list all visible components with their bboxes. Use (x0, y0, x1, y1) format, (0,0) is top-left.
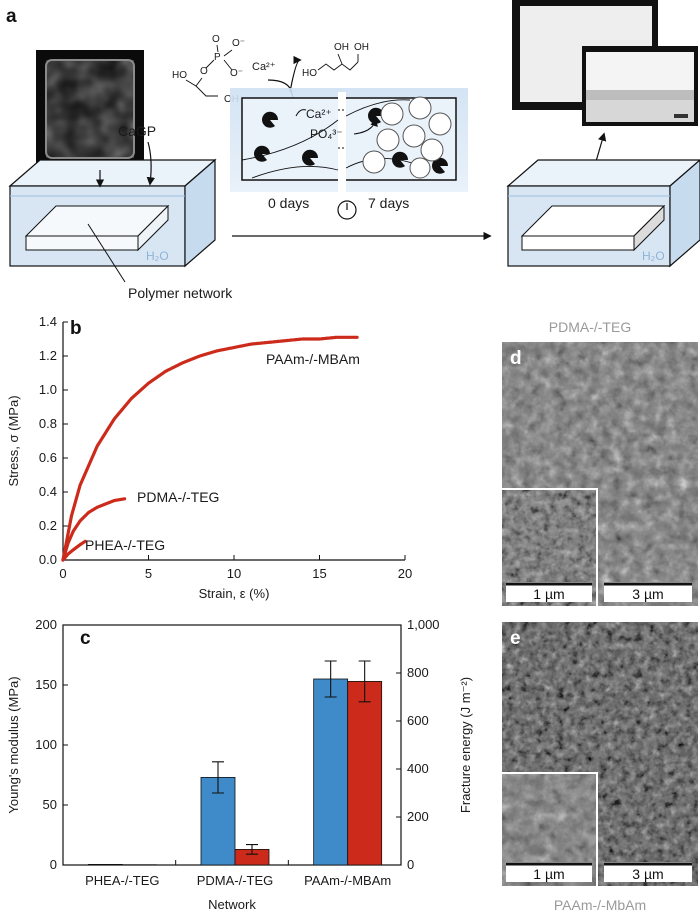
y-right-tick-label: 1,000 (407, 617, 440, 632)
clock-icon (337, 200, 357, 220)
panel-d: PDMA-/-TEG d 1 µm 3 µm (502, 319, 698, 606)
x-tick-label: 5 (145, 566, 152, 581)
category-label: PHEA-/-TEG (85, 873, 159, 888)
svg-text:3 µm: 3 µm (632, 586, 663, 602)
y-left-tick-label: 0 (50, 857, 57, 872)
glycerol-molecule: HO OH OH (302, 42, 369, 79)
arrow-cagp (146, 141, 156, 186)
left-tank: H₂O (8, 158, 217, 268)
y-left-tick-label: 200 (35, 617, 57, 632)
water-label-left: H₂O (146, 249, 169, 263)
panel-a: a H₂O CaGP Polymer network O O⁻ O⁻ (6, 0, 700, 301)
svg-text:O: O (212, 34, 220, 45)
ca-in-box-label: Ca²⁺ (306, 107, 332, 121)
gel-photo (36, 50, 144, 168)
y-tick-label: 0.8 (39, 416, 57, 431)
error-bar-fracture-energy (246, 844, 258, 855)
svg-text:HO: HO (172, 70, 187, 81)
curve-label-paam: PAAm-/-MBAm (266, 351, 360, 367)
bar-fracture-energy (347, 681, 383, 866)
panel-c-bars (87, 660, 383, 866)
y-left-tick-label: 50 (43, 797, 57, 812)
y-right-tick-label: 400 (407, 761, 429, 776)
y-tick-label: 1.2 (39, 348, 57, 363)
right-tank: H₂O (506, 159, 700, 268)
panel-c-letter: c (80, 628, 91, 649)
curve-phea-teg (61, 539, 87, 562)
svg-text:1 µm: 1 µm (533, 586, 564, 602)
x-tick-label: 0 (59, 566, 66, 581)
ca-ion-label: Ca²⁺ (252, 61, 276, 73)
panel-c-ylabel-right: Fracture energy (J m⁻²) (458, 677, 473, 813)
panel-e-title: PAAm-/-MbAm (554, 897, 646, 913)
curve-pdma-teg (61, 497, 127, 562)
svg-text:3 µm: 3 µm (632, 866, 663, 882)
curve-label-phea: PHEA-/-TEG (85, 537, 165, 553)
svg-text:OH: OH (334, 42, 349, 53)
panel-b-curves (61, 335, 359, 562)
error-bar-modulus (324, 660, 337, 698)
panel-e: e 1 µm 3 µm PAAm-/-MbAm (502, 622, 698, 913)
panel-c-ticks: 0 50 100 150 200 0 200 400 600 800 1,000 PHEA-/-TEG… (35, 617, 439, 888)
curve-paam-mbam (61, 335, 359, 562)
error-bar-modulus (212, 761, 224, 794)
po4-label: PO₄³⁻ (310, 127, 343, 141)
svg-text:OH: OH (354, 42, 369, 53)
y-right-tick-label: 200 (407, 809, 429, 824)
x-tick-label: 20 (398, 566, 412, 581)
cagp-molecule: O O⁻ O⁻ P O HO OH Ca²⁺ (172, 34, 276, 105)
water-label-right: H₂O (642, 249, 665, 263)
error-bar-fracture-energy (358, 660, 371, 703)
curve-label-pdma: PDMA-/-TEG (137, 489, 219, 505)
category-label: PAAm-/-MBAm (304, 873, 391, 888)
panel-d-letter: d (510, 348, 522, 369)
cagp-label: CaGP (118, 123, 156, 139)
day0-label: 0 days (268, 195, 309, 211)
panel-b-xlabel: Strain, ε (%) (199, 586, 270, 601)
panel-a-letter: a (6, 6, 17, 27)
polymer-network-label: Polymer network (128, 285, 233, 301)
svg-text:P: P (214, 52, 221, 63)
panel-b: b 0 5 10 15 20 0.0 0.2 0.4 0.6 0.8 1.0 1.2 1.4 Strai… (6, 314, 412, 601)
mineralized-photo (512, 0, 698, 126)
y-right-tick-label: 800 (407, 665, 429, 680)
y-tick-label: 1.0 (39, 382, 57, 397)
svg-text:O⁻: O⁻ (230, 68, 243, 79)
y-left-tick-label: 100 (35, 737, 57, 752)
x-tick-label: 15 (312, 566, 326, 581)
bar-modulus (313, 678, 349, 866)
reaction-box: Ca²⁺ PO₄³⁻ (230, 88, 468, 202)
panel-d-scale-inset: 1 µm (506, 582, 592, 602)
panel-b-letter: b (70, 318, 82, 339)
panel-e-letter: e (510, 628, 521, 649)
y-right-tick-label: 0 (407, 857, 414, 872)
y-tick-label: 0.4 (39, 484, 57, 499)
y-left-tick-label: 150 (35, 677, 57, 692)
panel-d-title: PDMA-/-TEG (549, 319, 631, 335)
panel-e-scale-inset: 1 µm (506, 862, 592, 882)
panel-b-ticks: 0 5 10 15 20 0.0 0.2 0.4 0.6 0.8 1.0 1.2 1.4 (39, 314, 412, 581)
x-tick-label: 10 (227, 566, 241, 581)
y-tick-label: 0.6 (39, 450, 57, 465)
bar-modulus (87, 864, 123, 866)
panel-c: c 0 50 100 150 200 0 200 400 600 800 1,000 PHEA-/-T… (6, 617, 473, 912)
panel-e-scale-main: 3 µm (604, 862, 692, 882)
category-label: PDMA-/-TEG (197, 873, 274, 888)
svg-text:O⁻: O⁻ (232, 38, 245, 49)
arrow-glycerol-out (289, 55, 302, 93)
polymer-leader-line (87, 223, 126, 283)
y-tick-label: 0.0 (39, 552, 57, 567)
y-tick-label: 0.2 (39, 518, 57, 533)
day7-label: 7 days (368, 195, 409, 211)
panel-c-ylabel-left: Young's modulus (MPa) (6, 676, 21, 813)
svg-text:HO: HO (302, 68, 317, 79)
panel-d-scale-main: 3 µm (604, 582, 692, 602)
y-tick-label: 1.4 (39, 314, 57, 329)
svg-text:1 µm: 1 µm (533, 866, 564, 882)
y-right-tick-label: 600 (407, 713, 429, 728)
panel-b-ylabel: Stress, σ (MPa) (6, 395, 21, 486)
panel-c-xlabel: Network (208, 897, 256, 912)
svg-text:O: O (200, 66, 208, 77)
